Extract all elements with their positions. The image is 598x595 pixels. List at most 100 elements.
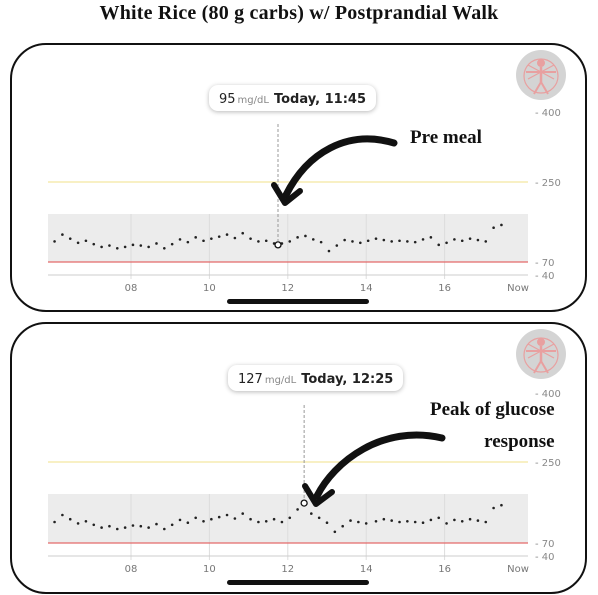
glucose-reading-dot — [139, 244, 143, 247]
glucose-reading-dot — [406, 240, 409, 243]
home-indicator[interactable] — [227, 580, 369, 585]
glucose-reading-dot — [163, 527, 166, 531]
annotation-arrowhead — [302, 483, 335, 507]
tooltip-value: 95 — [219, 92, 236, 107]
glucose-reading-dot — [421, 238, 425, 241]
glucose-reading-dot — [257, 520, 260, 524]
glucose-reading-dot — [76, 241, 80, 245]
annotation-label: Peak of glucose response — [430, 399, 555, 453]
glucose-reading-dot — [202, 520, 205, 523]
vitruvian-figure-avatar-icon[interactable] — [516, 329, 566, 379]
glucose-reading-dot — [453, 518, 456, 522]
glucose-reading-dot — [359, 241, 362, 245]
x-tick-label: 08 — [125, 564, 138, 575]
glucose-reading-dot — [178, 238, 182, 241]
glucose-reading-dot — [327, 249, 331, 253]
glucose-reading-dot — [155, 522, 158, 526]
glucose-reading-dot — [210, 237, 213, 240]
annotation-arrowhead — [271, 182, 303, 206]
x-tick-label: 10 — [203, 564, 216, 575]
glucose-reading-dot — [296, 508, 299, 511]
glucose-reading-dot — [476, 238, 480, 242]
glucose-reading-dot — [123, 245, 127, 249]
glucose-reading-dot — [155, 242, 158, 245]
glucose-reading-dot — [319, 240, 323, 244]
x-tick-label: 12 — [281, 283, 294, 294]
x-tick-label: 10 — [203, 283, 216, 294]
glucose-reading-dot — [241, 512, 245, 515]
glucose-reading-dot — [445, 522, 448, 525]
glucose-reading-dot — [186, 521, 190, 524]
reading-tooltip: 127 mg/dL Today, 12:25 — [228, 365, 404, 391]
glucose-reading-dot — [257, 240, 260, 243]
glucose-reading-dot — [272, 517, 276, 521]
y-tick-label: - 40 — [535, 271, 555, 282]
vitruvian-figure-avatar-icon[interactable] — [516, 50, 566, 100]
glucose-reading-dot — [413, 520, 417, 524]
glucose-reading-dot — [374, 237, 378, 240]
glucose-reading-dot — [92, 523, 96, 527]
x-tick-label: Now — [507, 564, 529, 575]
glucose-reading-dot — [468, 237, 472, 240]
glucose-reading-dot — [364, 522, 368, 525]
glucose-reading-dot — [115, 246, 119, 250]
glucose-reading-dot — [84, 520, 88, 523]
annotation-label: Pre meal — [410, 127, 482, 149]
glucose-reading-dot — [53, 240, 56, 243]
glucose-reading-dot — [131, 243, 135, 247]
glucose-reading-dot — [217, 515, 221, 519]
glucose-reading-dot — [61, 233, 64, 236]
glucose-reading-dot — [382, 517, 386, 521]
glucose-reading-dot — [460, 239, 464, 243]
glucose-chart: - 400 - 250 - 70 - 40 08 10 12 14 16 Now — [48, 108, 561, 294]
glucose-reading-dot — [217, 235, 221, 238]
glucose-reading-dot — [311, 238, 315, 241]
glucose-reading-dot — [341, 524, 344, 528]
glucose-reading-dot — [296, 236, 299, 239]
glucose-reading-dot — [351, 240, 354, 243]
glucose-reading-dot — [84, 239, 88, 243]
glucose-reading-dot — [484, 520, 488, 524]
tooltip-time: Today, 12:25 — [301, 372, 394, 387]
glucose-reading-dot — [147, 245, 150, 249]
annotation-line: Peak of glucose — [430, 399, 555, 420]
home-indicator[interactable] — [227, 299, 369, 304]
glucose-reading-dot — [241, 231, 245, 235]
glucose-reading-dot — [131, 524, 135, 527]
glucose-reading-dot — [225, 233, 229, 236]
glucose-reading-dot — [100, 526, 103, 529]
glucose-reading-dot — [280, 520, 284, 524]
y-tick-label: - 40 — [535, 552, 555, 563]
glucose-reading-dot — [233, 236, 237, 240]
glucose-chart-panel-peak: - 400 - 250 - 70 - 40 08 10 12 14 16 Now 127 mg/dL… — [10, 322, 587, 594]
glucose-reading-dot — [468, 517, 472, 521]
glucose-reading-dot — [264, 520, 268, 523]
annotation-line: Pre meal — [410, 127, 482, 148]
glucose-reading-dot — [210, 517, 213, 521]
glucose-reading-dot — [492, 506, 495, 510]
glucose-reading-dot — [413, 240, 417, 244]
glucose-reading-dot — [429, 236, 433, 239]
glucose-reading-dot — [390, 519, 393, 522]
y-tick-label: - 70 — [535, 258, 555, 269]
glucose-reading-dot — [398, 520, 401, 524]
annotation-line: response — [484, 431, 555, 452]
glucose-reading-dot — [194, 516, 197, 520]
x-tick-label: 14 — [360, 283, 373, 294]
glucose-chart: - 400 - 250 - 70 - 40 08 10 12 14 16 Now — [48, 389, 561, 575]
x-tick-label: 08 — [125, 283, 138, 294]
glucose-reading-dot — [115, 527, 119, 531]
glucose-reading-dot — [194, 236, 197, 239]
glucose-reading-dot — [249, 517, 252, 521]
page-title: White Rice (80 g carbs) w/ Postprandial … — [99, 2, 499, 24]
x-tick-label: 14 — [360, 564, 373, 575]
tooltip-time: Today, 11:45 — [273, 92, 366, 107]
annotation-arrow — [282, 135, 398, 199]
glucose-reading-dot — [163, 246, 166, 250]
glucose-reading-dot — [92, 242, 96, 246]
glucose-reading-dot — [61, 513, 64, 517]
glucose-reading-dot — [492, 226, 495, 230]
glucose-chart-panel-premeal: - 400 - 250 - 70 - 40 08 10 12 14 16 Now 95 mg/dL T… — [10, 43, 587, 312]
glucose-reading-dot — [500, 223, 503, 227]
glucose-reading-dot — [500, 503, 503, 507]
